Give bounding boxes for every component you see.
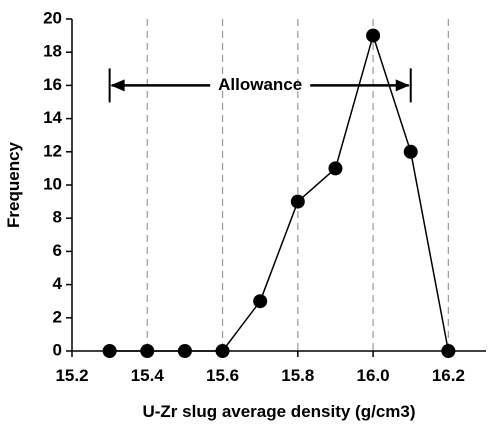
x-tick-label: 15.8	[281, 366, 314, 385]
y-tick-label: 18	[43, 42, 62, 61]
x-tick-label: 16.2	[432, 366, 465, 385]
allowance-right-arrowhead	[395, 79, 410, 92]
data-point	[215, 344, 230, 358]
x-axis-title: U-Zr slug average density (g/cm3)	[142, 402, 415, 421]
data-point	[177, 344, 192, 358]
y-tick-label: 20	[43, 8, 62, 27]
y-tick-label: 10	[43, 174, 62, 193]
data-point	[328, 161, 343, 176]
y-tick-label: 8	[53, 208, 62, 227]
axis-layer: 0 2 4 6 8 10 12 14 16 18 20 15.2 15.4 15.6 15.8 16.0 16.…	[43, 8, 486, 385]
y-tick-label: 14	[43, 108, 62, 127]
data-point	[403, 144, 418, 159]
data-point	[102, 344, 117, 358]
x-tick-label: 15.2	[55, 366, 88, 385]
allowance-label: Allowance	[218, 75, 302, 94]
data-point	[253, 294, 268, 309]
y-axis-title: Frequency	[4, 141, 23, 228]
series-line	[109, 33, 450, 352]
data-point	[366, 28, 381, 43]
y-tick-label: 16	[43, 75, 62, 94]
allowance-left-arrowhead	[110, 79, 125, 92]
y-tick-label: 0	[53, 340, 62, 359]
series-layer	[102, 28, 456, 358]
grid-layer	[146, 19, 449, 351]
allowance-annotation: Allowance	[108, 68, 412, 103]
y-tick-label: 12	[43, 141, 62, 160]
data-point	[290, 194, 305, 209]
data-point	[441, 344, 456, 358]
x-tick-label: 15.6	[206, 366, 239, 385]
y-tick-label: 4	[53, 274, 63, 293]
y-tick-label: 6	[53, 241, 62, 260]
x-tick-label: 16.0	[357, 366, 390, 385]
data-point	[140, 344, 155, 358]
y-tick-label: 2	[53, 307, 62, 326]
x-tick-label: 15.4	[131, 366, 165, 385]
